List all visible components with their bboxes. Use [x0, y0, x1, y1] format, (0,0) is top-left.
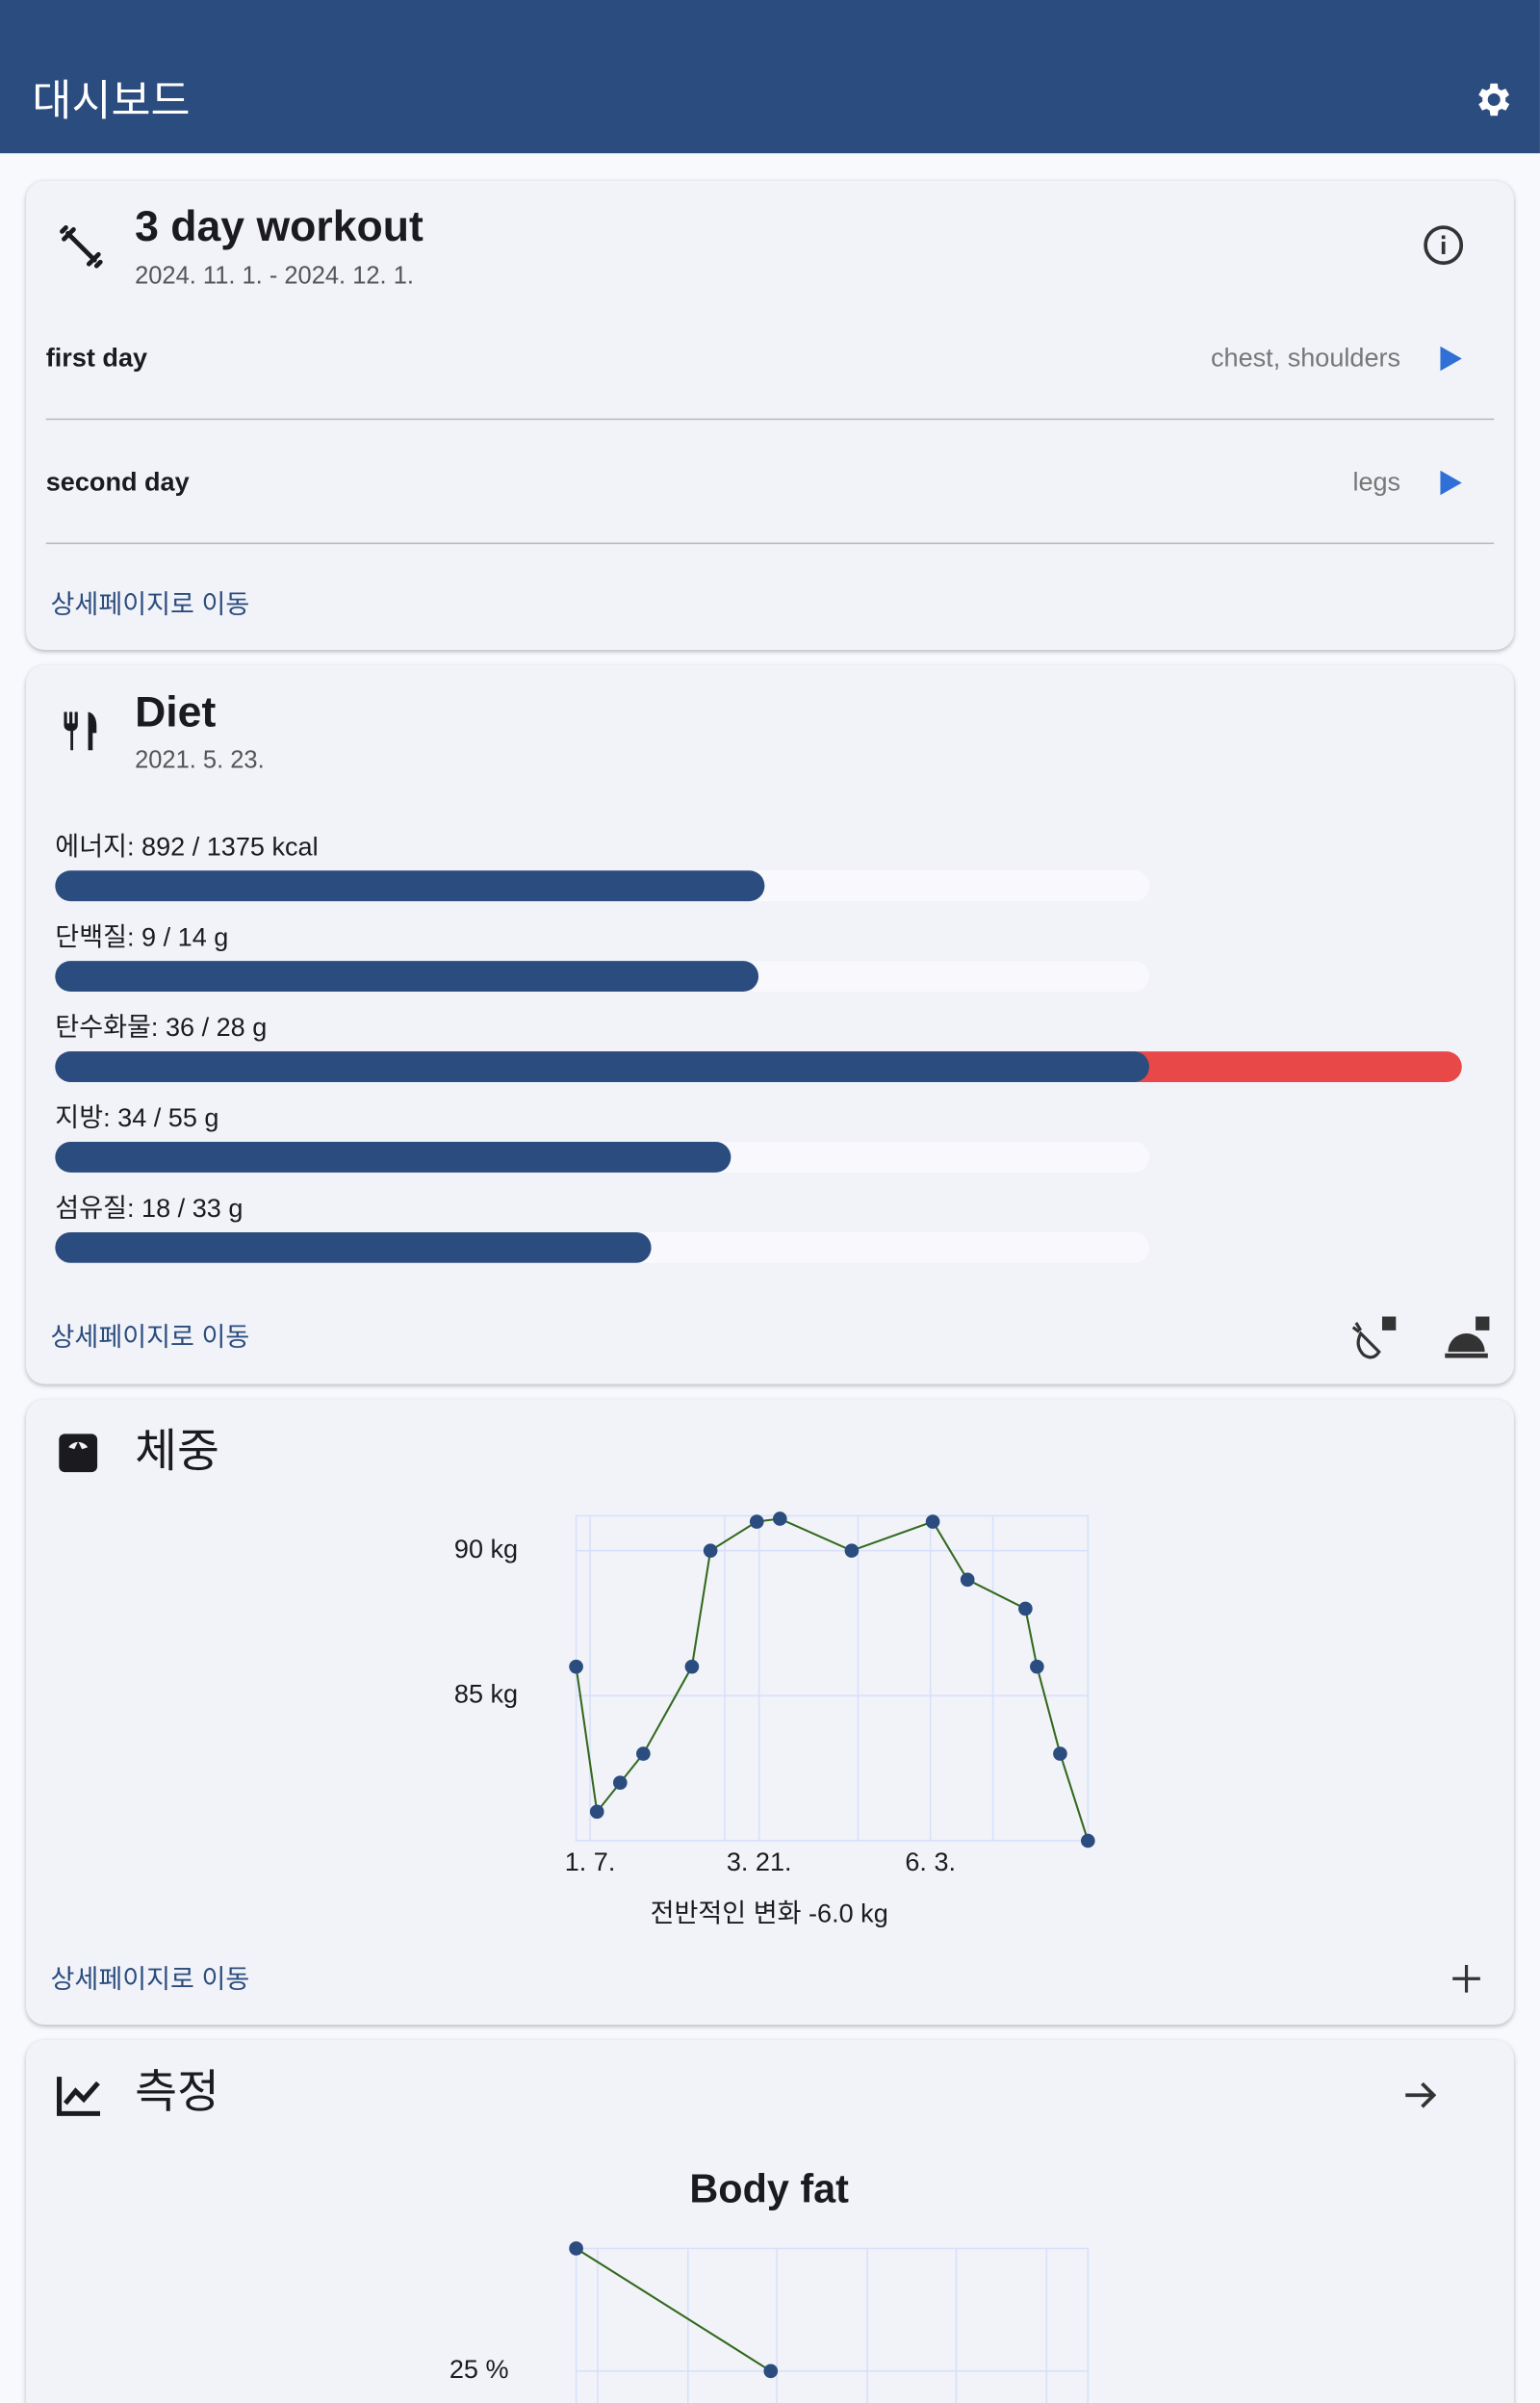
divider [45, 418, 1495, 421]
play-button[interactable] [1434, 468, 1465, 499]
detail-link[interactable]: 상세페이지로 이동 [50, 589, 250, 620]
divider [45, 542, 1495, 545]
detail-link[interactable]: 상세페이지로 이동 [50, 1964, 250, 1995]
nutrient-bar [55, 1051, 1149, 1082]
play-button[interactable] [1434, 344, 1465, 375]
diet-title: Diet [135, 687, 217, 736]
add-meal-button[interactable] [1442, 1312, 1494, 1364]
measurements-title: 측정 [135, 2067, 219, 2119]
weight-title: 체중 [135, 1427, 219, 1478]
dumbbell-icon [60, 225, 103, 269]
nutrient-label: 지방: 34 / 55 g [55, 1103, 219, 1133]
workout-title: 3 day workout [135, 202, 424, 250]
measurements-card [26, 2039, 1514, 2403]
weight-summary: 전반적인 변화 -6.0 kg [650, 1899, 888, 1928]
info-button[interactable] [1422, 223, 1465, 267]
nutrient-label: 에너지: 892 / 1375 kcal [55, 832, 319, 862]
nutrient-label: 탄수화물: 36 / 28 g [55, 1013, 268, 1043]
weight-card [26, 1399, 1514, 2026]
chart-icon [57, 2077, 101, 2116]
app-title: 대시보드 [32, 76, 191, 124]
detail-link[interactable]: 상세페이지로 이동 [50, 1322, 250, 1353]
add-ingredient-button[interactable] [1348, 1312, 1400, 1364]
open-measurements-button[interactable] [1400, 2076, 1440, 2115]
day-muscles: chest, shoulders [1211, 343, 1401, 373]
workout-dates: 2024. 11. 1. - 2024. 12. 1. [135, 263, 414, 290]
nutrient-label: 단백질: 9 / 14 g [55, 922, 229, 952]
scale-icon [59, 1434, 98, 1473]
nutrient-label: 섬유질: 18 / 33 g [55, 1194, 244, 1224]
nutrient-bar [55, 1142, 732, 1173]
diet-date: 2021. 5. 23. [135, 747, 265, 774]
workout-card [26, 180, 1514, 651]
day-name: second day [45, 467, 190, 497]
add-weight-button[interactable] [1448, 1960, 1484, 1997]
day-name: first day [45, 343, 148, 373]
app-bar [0, 0, 1540, 154]
nutrient-bar [55, 961, 759, 993]
nutrient-bar [55, 1231, 653, 1263]
restaurant-icon [64, 711, 97, 751]
nutrient-bar [55, 870, 765, 902]
settings-button[interactable] [1473, 78, 1516, 121]
diet-card [26, 664, 1514, 1384]
day-muscles: legs [1352, 467, 1401, 497]
